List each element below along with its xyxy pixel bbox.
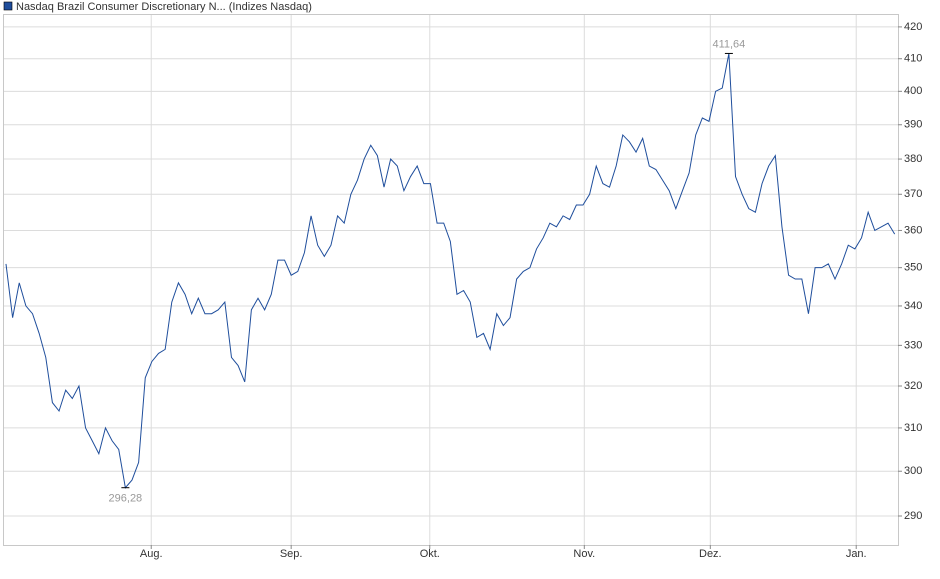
value-label: 296,28 xyxy=(109,493,143,505)
legend-label: Nasdaq Brazil Consumer Discretionary N..… xyxy=(16,1,312,13)
y-tick-label: 290 xyxy=(904,510,922,522)
y-tick-label: 330 xyxy=(904,339,922,351)
x-tick-label: Dez. xyxy=(699,548,722,560)
plot-frame xyxy=(3,14,899,546)
price-line xyxy=(5,53,896,489)
y-tick-label: 390 xyxy=(904,119,922,131)
y-tick-label: 410 xyxy=(904,53,922,65)
y-tick-label: 320 xyxy=(904,380,922,392)
x-tick-label: Jan. xyxy=(846,548,867,560)
y-tick-label: 370 xyxy=(904,188,922,200)
y-tick-label: 300 xyxy=(904,465,922,477)
x-tick-label: Okt. xyxy=(420,548,440,560)
y-tick-label: 420 xyxy=(904,21,922,33)
y-tick-label: 310 xyxy=(904,422,922,434)
y-tick-label: 340 xyxy=(904,300,922,312)
x-tick-label: Nov. xyxy=(573,548,595,560)
y-tick-label: 400 xyxy=(904,85,922,97)
y-tick-label: 360 xyxy=(904,224,922,236)
x-tick-label: Aug. xyxy=(140,548,163,560)
legend-swatch xyxy=(3,1,13,11)
y-tick-label: 350 xyxy=(904,262,922,274)
x-tick-label: Sep. xyxy=(280,548,303,560)
y-tick-label: 380 xyxy=(904,153,922,165)
value-label: 411,64 xyxy=(712,38,745,50)
